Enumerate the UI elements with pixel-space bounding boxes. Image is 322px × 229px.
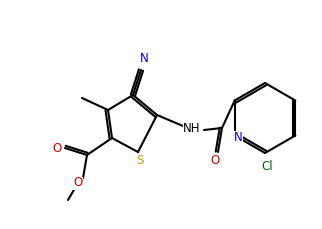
Text: N: N bbox=[234, 131, 243, 144]
Text: NH: NH bbox=[183, 122, 201, 134]
Text: O: O bbox=[210, 153, 220, 166]
Text: O: O bbox=[52, 142, 62, 155]
Text: Cl: Cl bbox=[261, 161, 273, 174]
Text: O: O bbox=[73, 177, 83, 190]
Text: S: S bbox=[136, 153, 144, 166]
Text: N: N bbox=[140, 52, 148, 65]
